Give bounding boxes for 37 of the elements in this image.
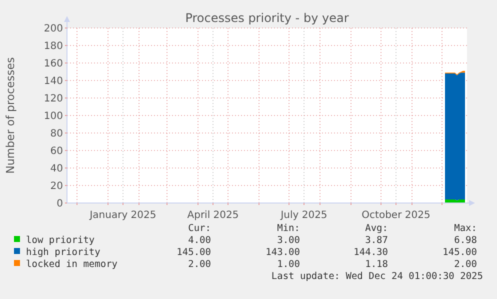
- text: 145.00: [442, 247, 478, 258]
- text: 2.00: [454, 259, 478, 270]
- text: 143.00: [266, 247, 300, 258]
- x-tick-label: April 2025: [187, 210, 239, 221]
- legend-label: low priority: [26, 235, 95, 246]
- text: 1.18: [365, 259, 388, 270]
- y-axis-title: Number of processes: [4, 56, 17, 174]
- legend-label: locked in memory: [26, 259, 118, 270]
- text: 6.98: [454, 235, 478, 246]
- text: Min:: [277, 223, 300, 234]
- text: 144.30: [354, 247, 388, 258]
- y-tick-label: 120: [44, 94, 63, 104]
- y-tick-label: 60: [50, 146, 63, 157]
- x-tick-label: July 2025: [280, 210, 328, 221]
- text: 4.00: [188, 235, 212, 246]
- legend-label: high priority: [26, 247, 101, 258]
- y-tick-label: 200: [44, 24, 63, 34]
- text: 3.00: [277, 235, 300, 246]
- x-tick-label: October 2025: [362, 210, 430, 221]
- y-tick-label: 180: [44, 41, 63, 52]
- text: 2.00: [188, 259, 212, 270]
- text: Max:: [454, 223, 477, 234]
- text: Last update: Wed Dec 24 01:00:30 2025: [271, 271, 483, 282]
- text: 1.00: [277, 259, 300, 270]
- text: 3.87: [365, 235, 388, 246]
- x-tick-label: January 2025: [88, 210, 156, 221]
- text: Avg:: [365, 223, 388, 234]
- y-tick-label: 80: [50, 128, 63, 140]
- y-tick-label: 0: [56, 198, 63, 210]
- y-tick-label: 160: [44, 58, 63, 70]
- y-tick-label: 140: [44, 76, 63, 87]
- chart-title: Processes priority - by year: [185, 11, 349, 25]
- text: Cur:: [188, 223, 211, 234]
- y-tick-label: 40: [50, 164, 63, 174]
- y-tick-label: 20: [50, 181, 63, 192]
- y-tick-label: 100: [44, 111, 63, 122]
- text: 145.00: [176, 247, 212, 258]
